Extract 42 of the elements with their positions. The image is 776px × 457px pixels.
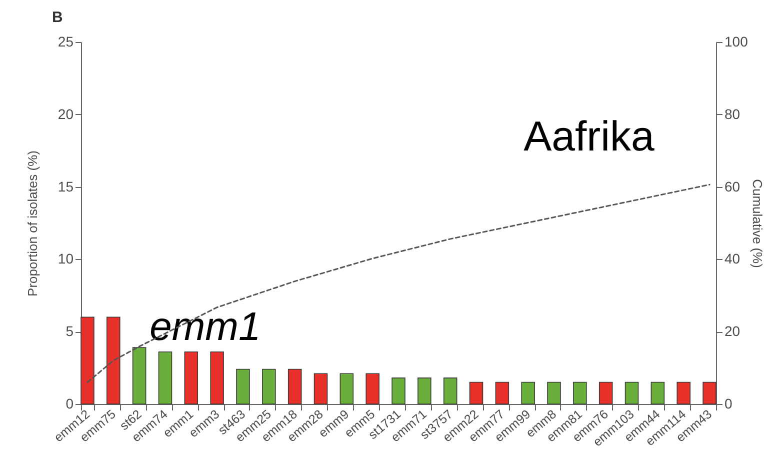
bar [184,351,198,404]
bar [236,368,250,404]
bar [495,382,510,404]
line-series [86,184,710,384]
bar [598,382,613,404]
bar [158,351,172,404]
y2-tick-label: 60 [724,178,740,194]
bar [418,378,432,404]
y2-tick-label: 80 [724,106,740,122]
y2-tick-label: 0 [724,396,732,412]
bar [469,382,484,404]
annotation: Aafrika [524,112,655,160]
bar [262,368,276,404]
y-tick-label: 0 [66,396,74,412]
bar [573,382,587,404]
bar [443,378,458,404]
bar [340,373,354,404]
bar [80,316,94,404]
y-tick-label: 5 [66,323,74,340]
y-tick-label: 15 [58,178,74,194]
chart-title: B [52,9,63,26]
y-tick-label: 25 [58,34,74,50]
y-axis-title: Proportion of isolates (%) [24,150,40,296]
bar [624,382,639,404]
bar [210,351,224,404]
y2-tick-label: 20 [724,323,740,340]
bar [106,316,120,404]
bar [650,382,665,404]
y-tick-label: 20 [58,106,74,122]
y-tick-label: 10 [58,250,74,267]
y2-axis-title: Cumulative (%) [750,179,765,268]
bar [314,373,328,404]
bar [392,378,406,404]
bar [521,382,535,404]
bar [702,382,716,404]
bar [676,382,690,404]
bar [366,373,380,404]
bar [132,347,146,404]
bar [547,382,561,404]
y2-tick-label: 40 [724,250,740,267]
y2-tick-label: 100 [724,34,748,50]
bar [288,368,302,404]
